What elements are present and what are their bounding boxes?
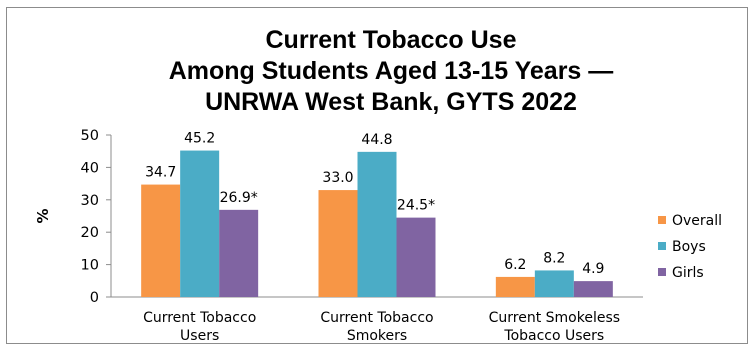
data-label-overall-1: 34.7 [145, 165, 176, 181]
bar-girls-1 [219, 209, 259, 297]
legend-swatch-overall [658, 216, 666, 224]
chart-title-line-3: UNRWA West Bank, GYTS 2022 [205, 88, 577, 116]
bar-girls-2 [396, 217, 436, 297]
y-tick-label: 40 [81, 160, 99, 176]
chart-svg: Current Tobacco Use Among Students Aged 1… [34, 26, 722, 344]
legend-label-girls: Girls [672, 265, 704, 281]
bar-overall-1 [141, 184, 181, 297]
data-label-girls-2: 24.5* [397, 198, 435, 214]
legend-label-boys: Boys [672, 239, 706, 255]
category-label-1-line-2: Users [180, 328, 219, 344]
y-axis-label: % [34, 208, 52, 223]
legend-swatch-boys [658, 242, 666, 250]
y-tick-label: 20 [81, 225, 99, 241]
data-label-girls-3: 4.9 [582, 261, 604, 277]
data-label-overall-2: 33.0 [322, 170, 353, 186]
data-label-boys-2: 44.8 [361, 132, 392, 148]
y-tick-label: 30 [81, 193, 99, 209]
legend-swatch-girls [658, 268, 666, 276]
data-label-overall-3: 6.2 [504, 257, 526, 273]
bar-boys-2 [357, 151, 397, 297]
category-label-2-line-2: Smokers [347, 328, 407, 344]
bar-boys-3 [534, 270, 574, 297]
category-label-2-line-1: Current Tobacco [320, 310, 433, 326]
data-label-boys-3: 8.2 [543, 250, 565, 266]
data-label-boys-1: 45.2 [184, 131, 215, 147]
bar-overall-3 [495, 276, 535, 297]
bar-boys-1 [180, 150, 220, 297]
legend-label-overall: Overall [672, 213, 722, 229]
category-label-3-line-1: Current Smokeless [489, 310, 620, 326]
data-label-girls-1: 26.9* [220, 190, 258, 206]
category-label-3-line-2: Tobacco Users [503, 328, 604, 344]
y-tick-label: 0 [90, 290, 99, 306]
chart-frame: Current Tobacco Use Among Students Aged 1… [6, 7, 748, 344]
chart-title-line-1: Current Tobacco Use [266, 26, 517, 54]
y-tick-label: 50 [81, 128, 99, 144]
chart-title-line-2: Among Students Aged 13-15 Years — [169, 57, 614, 85]
category-label-1-line-1: Current Tobacco [143, 310, 256, 326]
bar-girls-3 [573, 281, 613, 297]
y-tick-label: 10 [81, 258, 99, 274]
bar-overall-2 [318, 190, 358, 297]
